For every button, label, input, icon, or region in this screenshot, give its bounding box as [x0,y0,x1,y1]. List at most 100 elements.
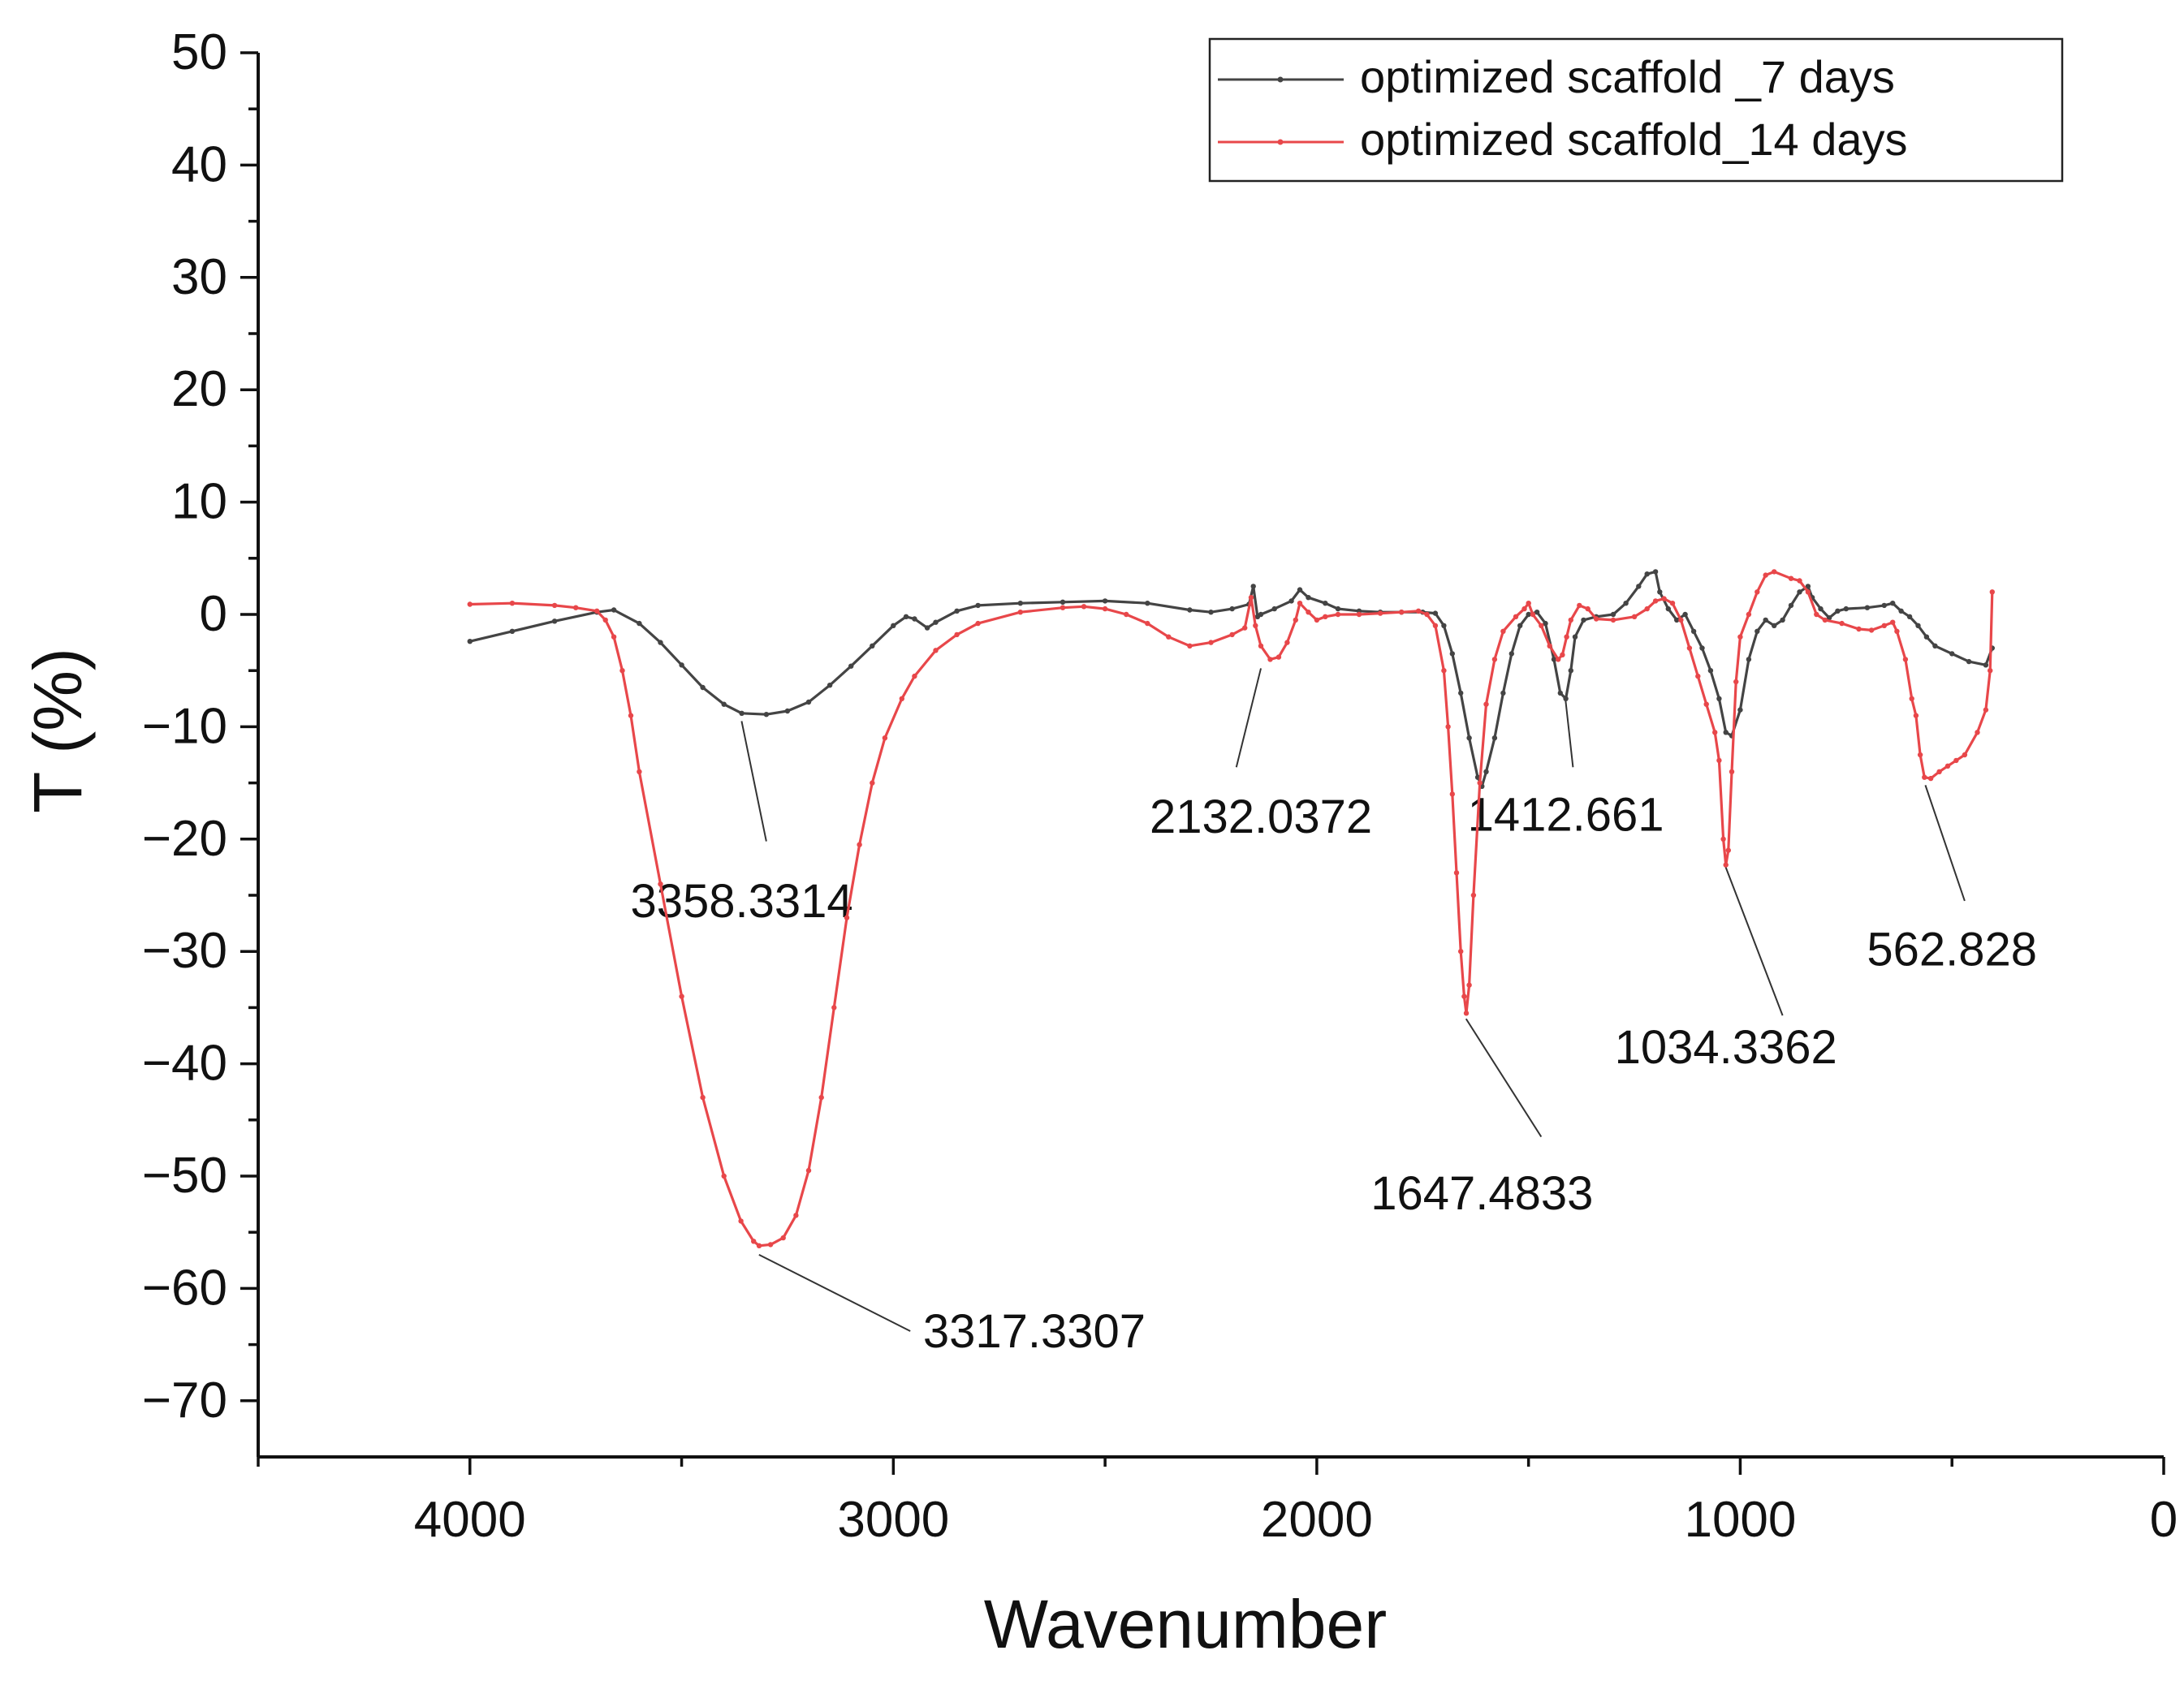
data-point [1449,651,1456,657]
y-tick-label: −20 [142,811,227,867]
data-point [658,881,663,887]
data-point [1314,617,1320,623]
data-point [1644,605,1650,612]
data-point [1466,982,1472,988]
data-point [619,668,625,674]
data-point [1124,611,1129,618]
data-point [637,769,642,774]
data-point [767,1242,774,1248]
data-point [1297,601,1303,606]
data-point [899,696,905,701]
data-point [1509,651,1515,657]
y-tick-label: 40 [171,136,227,192]
data-point [1577,602,1582,609]
data-point [1432,610,1439,616]
data-point [551,602,558,609]
data-point [1733,679,1739,685]
data-point [1644,571,1650,577]
data-point [1470,892,1477,899]
data-point [1652,569,1659,575]
data-point [1432,623,1439,628]
data-point [1746,657,1752,662]
data-point [1102,598,1108,604]
data-point [467,639,473,644]
annotation-leader [758,1253,911,1332]
data-point [721,701,727,707]
annotation-leader [1565,700,1574,768]
data-point [594,608,600,614]
series-layer [467,569,1995,1249]
y-tick-label: 20 [171,361,227,417]
data-point [1944,763,1951,769]
y-axis-label: T (%) [19,648,96,813]
data-point [1568,668,1574,674]
data-point [700,684,706,691]
data-point [1906,614,1913,619]
data-point [857,842,862,847]
data-point [738,1218,744,1224]
data-point [1229,605,1235,612]
data-point [1881,602,1887,609]
data-point [1258,611,1264,618]
data-point [1466,735,1472,741]
data-point [1242,625,1248,631]
data-point [1902,657,1909,662]
data-point [1669,601,1676,606]
data-point [1284,640,1290,645]
data-point [1568,617,1574,623]
data-point [1989,589,1995,595]
y-tick-label: 50 [171,24,227,80]
data-point [1551,657,1557,662]
data-point [1526,601,1531,606]
data-point [1581,617,1586,623]
x-tick-label: 2000 [1261,1492,1373,1548]
peak-annotations: 3358.33143317.33072132.03721647.48331412… [631,668,2037,1358]
annotation-label: 1647.4833 [1370,1167,1593,1220]
data-point [637,620,642,627]
legend-label-7-days: optimized scaffold _7 days [1360,51,1895,102]
data-point [1017,610,1024,615]
annotation-label: 3317.3307 [923,1305,1146,1358]
data-point [628,713,634,718]
data-point [602,617,608,623]
data-point [784,708,791,714]
data-point [1623,601,1629,606]
data-point [954,608,960,614]
axes: 50 40 30 20 10 0 −10 −20 −30 −40 −50 −60 −70 4000 3000… [142,24,2178,1548]
data-point [1610,611,1616,618]
legend-marker-14-days [1277,139,1284,145]
data-point [1187,607,1193,613]
data-point [1737,707,1743,713]
legend-label-14-days: optimized scaffold_14 days [1360,114,1908,165]
data-point [1288,598,1294,604]
data-point [1868,627,1875,633]
data-point [1560,652,1565,657]
x-tick-label: 4000 [414,1492,526,1548]
data-point [1788,602,1794,609]
data-point [1547,643,1552,649]
data-point [1526,611,1531,618]
data-point [1463,1011,1470,1016]
data-point [1818,605,1824,612]
data-point [975,602,981,609]
data-point [1983,662,1989,668]
data-point [1253,623,1258,628]
legend-box [1208,37,2064,183]
data-point [1293,617,1299,623]
data-point [1208,640,1214,645]
data-point [954,631,960,638]
y-tick-label: 0 [200,586,227,642]
data-point [1102,605,1108,612]
data-point [721,1173,727,1179]
data-point [1703,701,1709,707]
data-point [1909,696,1914,701]
data-point [1922,774,1927,780]
legend: optimized scaffold _7 days optimized sca… [1208,37,2064,183]
data-point [1593,616,1599,622]
data-point [1755,589,1760,595]
annotation-leader [1724,867,1784,1016]
data-point [1377,610,1383,616]
data-point [1636,584,1642,589]
data-point [1306,595,1311,601]
